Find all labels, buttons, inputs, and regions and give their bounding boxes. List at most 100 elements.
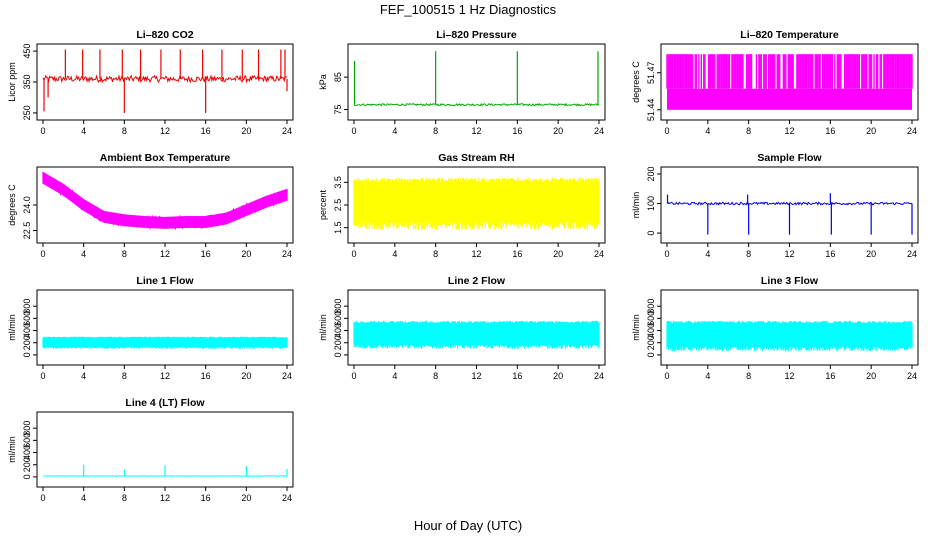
- x-tick-label: 12: [160, 249, 170, 259]
- panel-title: Line 2 Flow: [448, 275, 506, 287]
- y-tick-label: 0: [333, 352, 343, 357]
- panel-4: Ambient Box Temperature 0 4 8 12 16 20 24 22.5 24…: [7, 152, 294, 259]
- y-tick-label: 800: [22, 421, 32, 436]
- y-axis-label: degrees C: [7, 184, 17, 226]
- panel-10: Line 4 (LT) Flow 0 4 8 12 16 20 24 0 200400600800…: [7, 397, 294, 503]
- x-tick-label: 12: [471, 249, 481, 259]
- x-tick-label: 4: [81, 249, 86, 259]
- y-tick-label: 51.44: [646, 99, 656, 122]
- y-tick-label: 800: [22, 299, 32, 314]
- series: [42, 49, 288, 113]
- y-tick-label: 200: [22, 457, 32, 472]
- panel-title: Line 4 (LT) Flow: [125, 397, 205, 409]
- x-tick-label: 8: [122, 126, 127, 136]
- x-tick-label: 8: [433, 126, 438, 136]
- x-tick-label: 0: [40, 493, 45, 503]
- series: [353, 177, 600, 230]
- x-tick-label: 8: [746, 371, 751, 381]
- x-tick-label: 8: [122, 249, 127, 259]
- y-tick-label: 100: [646, 196, 656, 211]
- y-tick-label: 400: [22, 323, 32, 338]
- series-line: [353, 102, 600, 107]
- band-low: [667, 88, 912, 110]
- x-tick-label: 4: [81, 493, 86, 503]
- x-tick-label: 24: [282, 126, 292, 136]
- x-axis-label: Hour of Day (UTC): [413, 518, 523, 533]
- panel-6: Sample Flow 0 4 8 12 16 20 24 0 100 200 ml/min: [631, 152, 919, 259]
- panel-title: Gas Stream RH: [438, 152, 514, 164]
- x-tick-label: 12: [784, 371, 794, 381]
- x-tick-label: 12: [160, 493, 170, 503]
- x-tick-label: 4: [705, 249, 710, 259]
- figure-title: FEF_100515 1 Hz Diagnostics: [379, 2, 557, 17]
- panel-title: Line 1 Flow: [136, 275, 194, 287]
- plot-frame: [36, 43, 294, 121]
- series: [353, 51, 600, 107]
- x-tick-label: 16: [825, 249, 835, 259]
- x-tick-label: 20: [241, 126, 251, 136]
- y-tick-label: 350: [22, 74, 32, 89]
- x-tick-label: 16: [512, 249, 522, 259]
- x-tick-label: 12: [160, 371, 170, 381]
- y-axis-label: kPa: [318, 74, 328, 90]
- series: [666, 54, 913, 110]
- x-tick-label: 8: [122, 371, 127, 381]
- x-tick-label: 20: [241, 249, 251, 259]
- x-tick-label: 24: [594, 126, 604, 136]
- series: [43, 464, 288, 477]
- x-tick-label: 24: [907, 371, 917, 381]
- x-tick-label: 16: [512, 126, 522, 136]
- y-axis-label: ml/min: [318, 314, 328, 341]
- x-tick-label: 24: [594, 371, 604, 381]
- x-tick-label: 20: [241, 371, 251, 381]
- panel-title: Sample Flow: [757, 152, 822, 164]
- plot-frame: [36, 289, 294, 366]
- x-tick-label: 0: [351, 126, 356, 136]
- x-tick-label: 4: [705, 126, 710, 136]
- x-tick-label: 8: [122, 493, 127, 503]
- x-tick-label: 0: [664, 249, 669, 259]
- y-tick-label: 600: [646, 311, 656, 326]
- y-tick-label: 800: [646, 299, 656, 314]
- x-tick-label: 24: [907, 126, 917, 136]
- y-tick-label: 600: [22, 433, 32, 448]
- x-tick-label: 8: [746, 126, 751, 136]
- y-tick-label: 0: [22, 474, 32, 479]
- y-tick-label: 200: [333, 335, 343, 350]
- x-tick-label: 20: [553, 249, 563, 259]
- x-tick-label: 24: [594, 249, 604, 259]
- x-tick-label: 12: [784, 126, 794, 136]
- x-tick-label: 12: [784, 249, 794, 259]
- x-tick-label: 24: [907, 249, 917, 259]
- y-tick-label: 200: [646, 166, 656, 181]
- x-tick-label: 0: [351, 371, 356, 381]
- y-tick-label: 0: [646, 352, 656, 357]
- x-tick-label: 16: [201, 249, 211, 259]
- y-axis-label: ml/min: [7, 314, 17, 341]
- y-axis-label: percent: [318, 189, 328, 220]
- x-tick-label: 0: [40, 126, 45, 136]
- y-axis-label: ml/min: [631, 314, 641, 341]
- x-tick-label: 0: [40, 249, 45, 259]
- panel-title: Li–820 CO2: [136, 29, 193, 41]
- y-tick-label: 200: [646, 335, 656, 350]
- panel-3: Li–820 Temperature 0 4 8 12 16 20 24 51.44 51.47 d…: [631, 29, 919, 136]
- x-tick-label: 0: [351, 249, 356, 259]
- y-tick-label: 51.47: [646, 61, 656, 84]
- series: [42, 171, 288, 231]
- x-tick-label: 20: [866, 371, 876, 381]
- series: [666, 320, 913, 352]
- x-tick-label: 12: [471, 371, 481, 381]
- x-tick-label: 12: [160, 126, 170, 136]
- x-tick-label: 24: [282, 371, 292, 381]
- x-tick-label: 12: [471, 126, 481, 136]
- panel-2: Li–820 Pressure 0 4 8 12 16 20 24 75 85 kPa: [318, 29, 606, 136]
- panel-5: Gas Stream RH 0 4 8 12 16 20 24 1.5 2.5 3.5 percent: [318, 152, 606, 259]
- y-tick-label: 85: [333, 72, 343, 82]
- y-axis-label: ml/min: [7, 436, 17, 463]
- x-tick-label: 24: [282, 249, 292, 259]
- panel-title: Li–820 Temperature: [740, 29, 839, 41]
- series: [42, 336, 288, 349]
